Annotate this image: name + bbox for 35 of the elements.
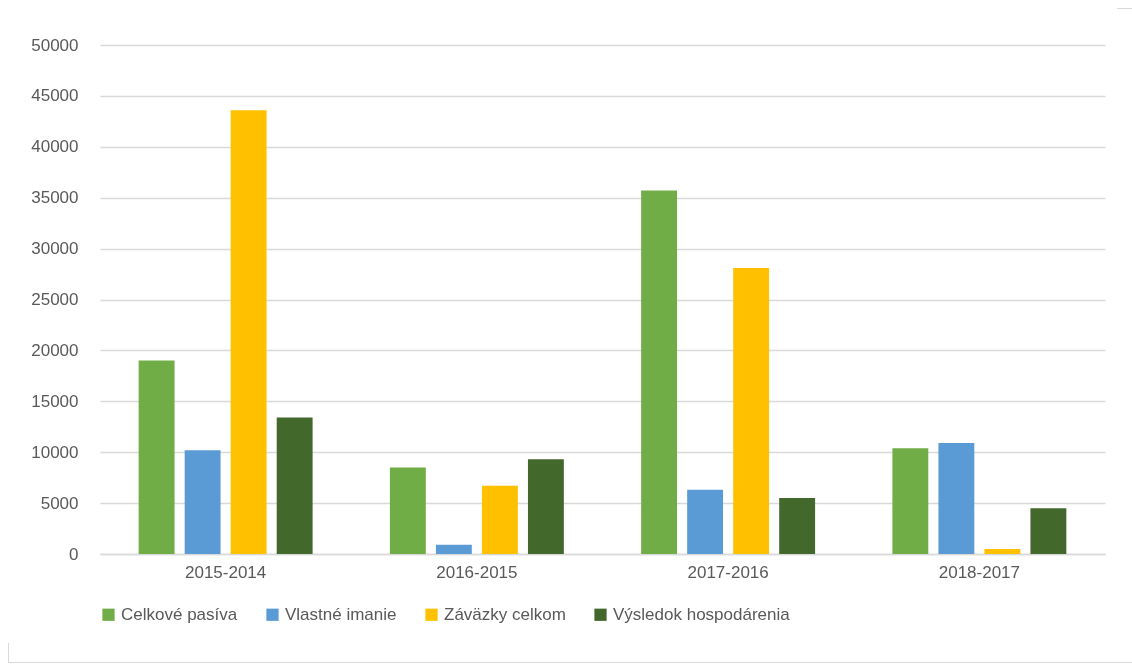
y-tick-label: 20000 xyxy=(31,340,79,360)
bar xyxy=(184,450,221,554)
bar xyxy=(481,485,518,554)
y-tick-label: 35000 xyxy=(31,188,79,208)
legend-label: Záväzky celkom xyxy=(444,604,566,624)
legend-label: Vlastné imanie xyxy=(285,604,397,624)
x-tick-label: 2017-2016 xyxy=(687,562,769,582)
x-tick-label: 2016-2015 xyxy=(436,562,518,582)
bar xyxy=(230,110,267,554)
x-tick-label: 2015-2014 xyxy=(184,562,267,582)
y-tick-label: 5000 xyxy=(40,493,79,513)
bar xyxy=(276,417,313,554)
bar xyxy=(779,498,816,554)
bar xyxy=(892,448,929,554)
y-tick-label: 10000 xyxy=(31,442,79,462)
bar xyxy=(938,443,975,554)
y-tick-label: 15000 xyxy=(31,391,79,411)
bar xyxy=(984,548,1021,554)
bar xyxy=(435,544,472,554)
bar xyxy=(527,459,564,554)
y-tick-label: 50000 xyxy=(31,35,79,55)
bar xyxy=(1030,508,1067,554)
y-tick-label: 40000 xyxy=(31,137,79,157)
y-tick-label: 45000 xyxy=(31,86,79,106)
y-tick-label: 0 xyxy=(69,544,79,564)
bar xyxy=(641,190,678,554)
legend-label: Výsledok hospodárenia xyxy=(613,604,791,624)
bar xyxy=(687,489,724,554)
y-tick-label: 30000 xyxy=(31,239,79,259)
legend-label: Celkové pasíva xyxy=(121,604,238,624)
x-tick-label: 2018-2017 xyxy=(938,562,1021,582)
y-tick-label: 25000 xyxy=(31,290,79,309)
bar xyxy=(389,467,426,554)
bar xyxy=(138,360,175,554)
bar xyxy=(733,267,770,554)
